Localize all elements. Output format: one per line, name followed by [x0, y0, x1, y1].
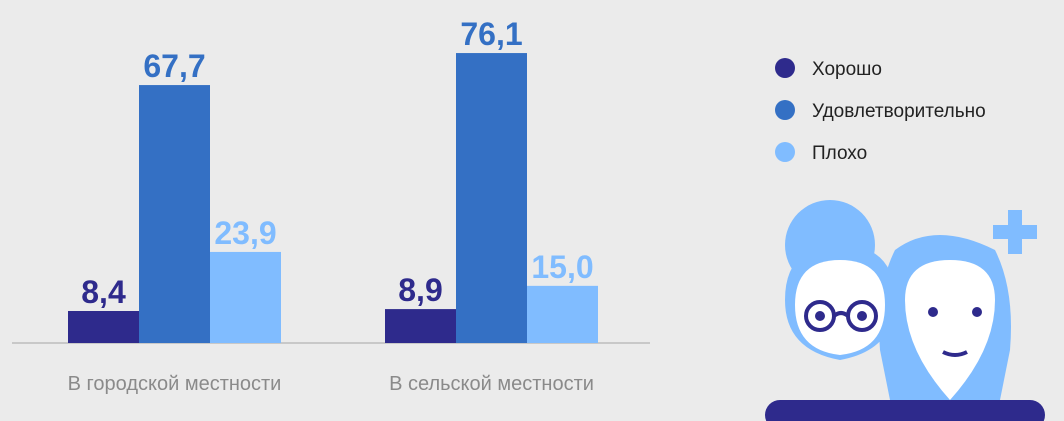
bar [68, 311, 139, 343]
legend-marker [775, 100, 795, 120]
value-label: 76,1 [460, 16, 522, 52]
page: {"chart_data": {"type": "bar", "categori… [0, 0, 1064, 421]
bar [527, 286, 598, 343]
legend-marker [775, 58, 795, 78]
value-label: 67,7 [143, 48, 205, 84]
legend-label: Хорошо [812, 59, 882, 80]
x-tick-label: В сельской местности [389, 373, 594, 395]
bar [456, 53, 527, 343]
x-tick-label: В городской местности [68, 373, 282, 395]
bar [139, 85, 210, 343]
bar [385, 309, 456, 343]
value-label: 23,9 [214, 215, 276, 251]
value-label: 15,0 [531, 249, 593, 285]
bar [210, 252, 281, 343]
value-label: 8,4 [81, 274, 126, 310]
illustration [765, 200, 1045, 421]
value-label: 8,9 [398, 272, 442, 308]
chart: В городской местности 8,4 67,7 23,9 В сельск… [0, 0, 1064, 421]
legend-label: Плохо [812, 143, 867, 164]
legend-label: Удовлетворительно [812, 101, 986, 122]
legend-marker [775, 142, 795, 162]
